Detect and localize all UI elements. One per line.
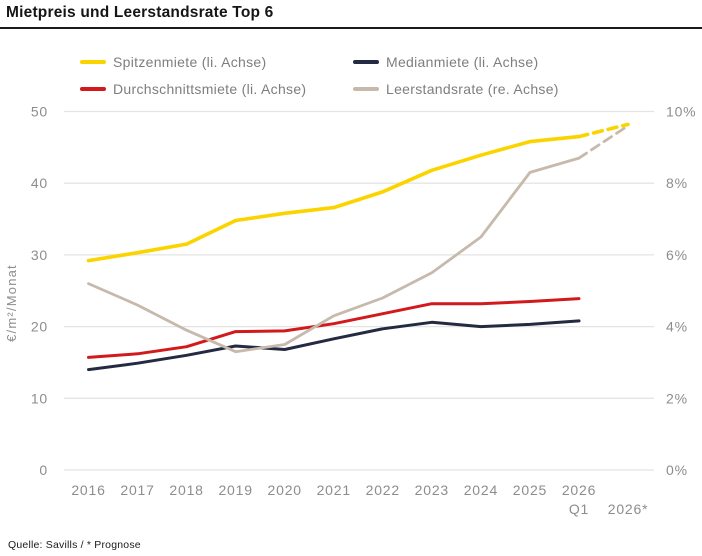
series-line-solid (86, 134, 581, 263)
legend-label: Spitzenmiete (li. Achse) (113, 54, 267, 70)
x-axis-tick-label: 2018 (169, 482, 203, 498)
x-axis-tick-label: 2021 (317, 482, 351, 498)
x-axis-tick-label: 2019 (218, 482, 252, 498)
legend-label: Leerstandsrate (re. Achse) (386, 81, 559, 97)
right-axis-tick-label: 8% (666, 175, 688, 191)
left-axis-tick-label: 30 (31, 247, 48, 263)
x-axis-tick-label: 2026* (608, 501, 649, 517)
x-axis-tick-label: Q1 (569, 501, 589, 517)
left-axis-tick-label: 50 (31, 104, 48, 120)
left-axis-tick-label: 40 (31, 175, 48, 191)
legend-swatch-yellow-icon (80, 60, 106, 64)
x-axis-tick-label: 2026 (562, 482, 596, 498)
series-line-forecast-dashed (577, 122, 630, 139)
right-axis-tick-label: 6% (666, 247, 688, 263)
x-axis-tick-label: 2024 (464, 482, 498, 498)
x-axis-tick-label: 2022 (366, 482, 400, 498)
legend-item-medianmiete: Medianmiete (li. Achse) (353, 53, 559, 71)
page-title: Mietpreis und Leerstandsrate Top 6 (6, 4, 274, 21)
legend-label: Durchschnittsmiete (li. Achse) (113, 81, 307, 97)
right-axis-tick-label: 4% (666, 319, 688, 335)
y-axis-title: €/m²/Monat (4, 264, 19, 342)
legend-item-leerstandsrate: Leerstandsrate (re. Achse) (353, 80, 559, 98)
legend-label: Medianmiete (li. Achse) (386, 54, 539, 70)
title-rule (0, 27, 702, 29)
right-axis-tick-label: 0% (666, 462, 688, 478)
x-axis-tick-label: 2025 (513, 482, 547, 498)
series-line (87, 297, 581, 359)
left-axis-tick-label: 20 (31, 319, 48, 335)
series-line-forecast-dashed (577, 124, 630, 160)
legend-swatch-navy-icon (353, 60, 379, 64)
legend-item-spitzenmiete: Spitzenmiete (li. Achse) (80, 53, 353, 71)
x-axis-tick-label: 2020 (268, 482, 302, 498)
series-line (87, 319, 581, 372)
right-axis-tick-label: 2% (666, 390, 688, 406)
chart-legend: Spitzenmiete (li. Achse) Medianmiete (li… (80, 53, 559, 98)
series-line-solid (87, 156, 581, 354)
left-axis-tick-label: 10 (31, 390, 48, 406)
x-axis-tick-label: 2023 (415, 482, 449, 498)
x-axis-tick-label: 2017 (120, 482, 154, 498)
legend-item-durchschnittsmiete: Durchschnittsmiete (li. Achse) (80, 80, 353, 98)
source-note: Quelle: Savills / * Prognose (8, 539, 141, 551)
left-axis-tick-label: 0 (39, 462, 48, 478)
legend-swatch-red-icon (80, 87, 106, 91)
right-axis-tick-label: 10% (666, 104, 696, 120)
legend-swatch-beige-icon (353, 87, 379, 91)
x-axis-tick-label: 2016 (71, 482, 105, 498)
